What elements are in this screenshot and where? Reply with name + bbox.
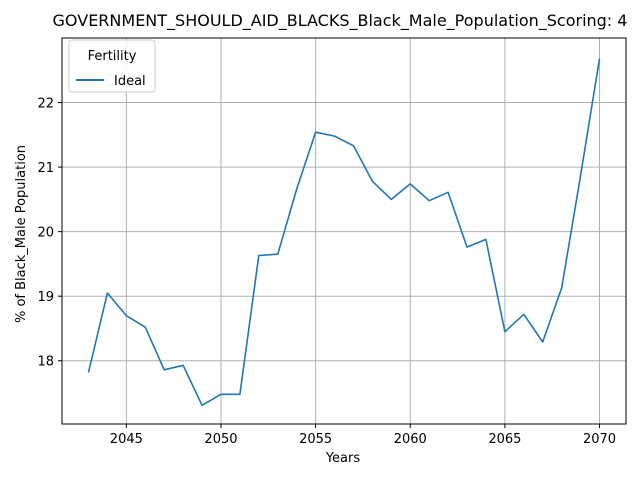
x-tick-label: 2050 <box>204 432 237 447</box>
y-tick-label: 22 <box>37 97 54 112</box>
grid <box>62 38 626 424</box>
legend: Fertility Ideal <box>68 39 156 93</box>
plot-area-frame <box>61 37 627 425</box>
legend-label-ideal: Ideal <box>114 74 146 89</box>
y-tick-label: 21 <box>37 161 54 176</box>
x-tick-label: 2055 <box>299 432 332 447</box>
x-axis-title: Years <box>325 451 361 466</box>
y-tick-label: 20 <box>37 226 54 241</box>
y-tick-label: 19 <box>37 290 54 305</box>
x-tick-label: 2065 <box>488 432 521 447</box>
series-layer <box>87 58 601 407</box>
series-line-ideal <box>87 58 601 407</box>
x-tick-label: 2045 <box>110 432 143 447</box>
y-axis-ticks: 18 19 20 21 22 <box>37 97 62 370</box>
x-axis-ticks: 2045 2050 2055 2060 2065 2070 <box>110 424 616 447</box>
chart-title: GOVERNMENT_SHOULD_AID_BLACKS_Black_Male_… <box>53 11 628 31</box>
y-axis-title: % of Black_Male Population <box>14 145 29 323</box>
x-tick-label: 2060 <box>394 432 427 447</box>
x-tick-label: 2070 <box>583 432 616 447</box>
legend-title: Fertility <box>88 49 137 64</box>
y-tick-label: 18 <box>37 355 54 370</box>
